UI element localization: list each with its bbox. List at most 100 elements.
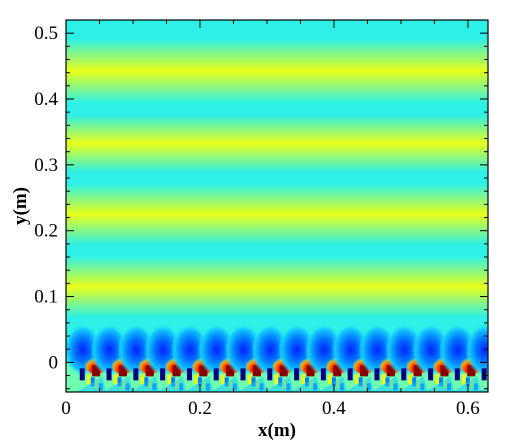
surface-cell — [454, 368, 460, 381]
surface-cell — [494, 365, 502, 376]
x-axis-label: x(m) — [258, 420, 296, 441]
surface-cell — [240, 368, 246, 381]
y-tick-label: 0.4 — [34, 89, 58, 110]
stepped-cell — [489, 374, 493, 384]
contour-band — [66, 38, 488, 104]
surface-cell — [374, 368, 380, 381]
stepped-cell — [354, 374, 359, 385]
surface-cell — [294, 368, 300, 381]
y-axis: 0 0.1 0.2 0.3 0.4 0.5 — [34, 23, 488, 390]
x-tick-label: 0.6 — [456, 398, 480, 419]
contour-band — [66, 114, 488, 173]
sawtooth-wedge — [398, 376, 428, 392]
sawtooth-wedge — [425, 376, 455, 392]
sawtooth-wedge — [478, 386, 488, 392]
sawtooth-wedge — [371, 376, 401, 392]
sawtooth-wedge — [451, 376, 482, 392]
sawtooth-wedge — [157, 376, 187, 392]
x-tick-label: 0.4 — [322, 398, 346, 419]
sawtooth-wedge — [76, 376, 107, 392]
surface-cell — [106, 368, 112, 381]
stepped-cell — [113, 374, 118, 385]
surface-cell — [118, 365, 127, 377]
surface-cell — [186, 368, 192, 381]
stepped-cell — [408, 374, 413, 385]
surface-cell — [145, 365, 154, 377]
sawtooth-wedge — [130, 376, 160, 392]
y-tick-label: 0.5 — [34, 23, 58, 44]
stepped-cell — [144, 377, 149, 387]
stepped-cell — [171, 377, 176, 387]
stepped-cell — [167, 374, 172, 385]
stepped-cell — [358, 377, 363, 387]
contour-bands — [66, 38, 488, 318]
crest-blob — [487, 360, 488, 369]
stepped-cell — [439, 377, 444, 387]
stepped-cell — [220, 374, 225, 385]
sawtooth-wedge — [264, 376, 294, 392]
surface-cell — [386, 365, 395, 377]
stepped-cell — [117, 377, 122, 387]
surface-cell — [79, 368, 85, 381]
surface-cell — [428, 368, 434, 381]
surface-cell — [320, 368, 326, 381]
sawtooth-wedge — [183, 376, 214, 392]
trough-blob — [465, 323, 488, 376]
surface-cell — [213, 368, 219, 381]
sawtooth-wedge — [103, 376, 133, 392]
sawtooth-wedge — [237, 376, 267, 392]
y-tick-label: 0 — [49, 352, 59, 373]
y-tick-label: 0.1 — [34, 287, 58, 308]
stepped-cell — [461, 374, 466, 385]
sawtooth-wedge — [291, 376, 321, 392]
stepped-cell — [247, 374, 252, 385]
stepped-cell — [90, 377, 95, 387]
contour-band — [66, 183, 488, 245]
stepped-cell — [193, 374, 198, 385]
stepped-cell — [140, 374, 145, 385]
surface-cell — [252, 365, 261, 377]
surface-cell — [133, 368, 139, 381]
stepped-cell — [465, 377, 470, 387]
surface-cell — [160, 368, 166, 381]
stepped-cell — [197, 377, 202, 387]
stepped-cell — [305, 377, 310, 387]
stepped-cell — [435, 374, 440, 385]
surface-cell — [92, 365, 101, 377]
surface-cell — [347, 368, 353, 381]
y-axis-label: y(m) — [10, 187, 31, 225]
surface-cell — [360, 365, 369, 377]
stepped-cell — [274, 374, 279, 385]
stepped-cell — [412, 377, 417, 387]
surface-cell — [333, 365, 342, 377]
x-axis: 0 0.2 0.4 0.6 — [61, 20, 480, 419]
surface-cell — [440, 365, 449, 377]
stepped-cell — [381, 374, 386, 385]
stepped-cell — [251, 377, 256, 387]
surface-cell — [226, 365, 235, 377]
x-tick-label: 0.2 — [188, 398, 212, 419]
plot-area — [66, 20, 505, 392]
surface-cell — [401, 368, 407, 381]
surface-wave-pattern — [66, 323, 505, 392]
sawtooth-wedge — [344, 376, 375, 392]
stepped-cell — [501, 383, 505, 390]
stepped-cell — [278, 377, 283, 387]
sawtooth-wedge — [210, 376, 241, 392]
stepped-cell — [497, 380, 501, 388]
surface-cell — [172, 365, 181, 377]
surface-cell — [306, 365, 315, 377]
sawtooth-wedge — [317, 376, 348, 392]
surface-cell — [467, 365, 476, 377]
y-tick-label: 0.2 — [34, 221, 58, 242]
surface-cell — [279, 365, 288, 377]
surface-cell — [481, 368, 487, 381]
contour-band — [66, 256, 488, 318]
x-tick-label: 0 — [61, 398, 71, 419]
stepped-cell — [331, 377, 336, 387]
surface-cell — [267, 368, 273, 381]
surface-cell — [199, 365, 208, 377]
stepped-cell — [493, 377, 497, 386]
y-tick-label: 0.3 — [34, 155, 58, 176]
